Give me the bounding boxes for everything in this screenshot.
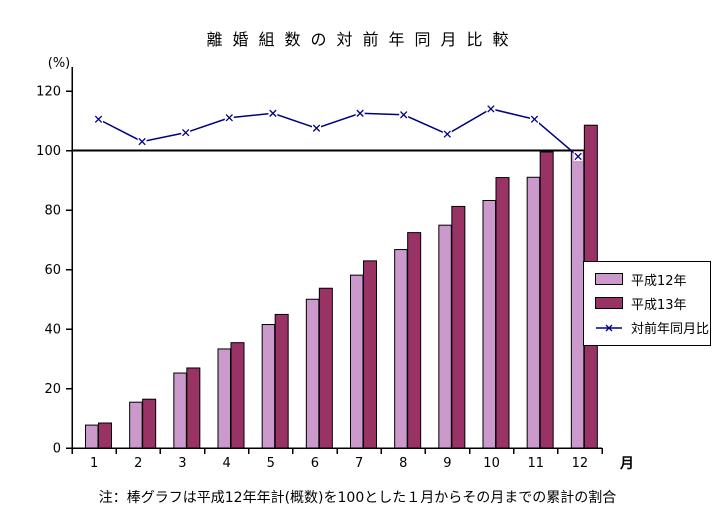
x-tick-label: 7 xyxy=(355,456,363,471)
bar-平成12年-month-8 xyxy=(394,249,408,449)
bar-平成12年-month-4 xyxy=(217,348,231,449)
legend: 平成12年 平成13年 対前年同月比 xyxy=(583,261,711,346)
ratio-marker-x-month-6 xyxy=(312,124,321,132)
bar-平成12年-month-3 xyxy=(173,372,187,449)
x-tick-label: 3 xyxy=(178,456,186,471)
x-tick-label: 8 xyxy=(399,456,407,471)
x-tick-label: 4 xyxy=(222,456,230,471)
bar-平成13年-month-2 xyxy=(142,398,157,449)
bar-平成12年-month-12 xyxy=(570,150,585,449)
x-tick-label: 6 xyxy=(311,456,319,471)
x-tick-label: 12 xyxy=(572,456,589,471)
bar-平成13年-month-7 xyxy=(363,260,377,449)
legend-label-heisei12: 平成12年 xyxy=(631,273,687,289)
ratio-marker-x-month-1 xyxy=(94,115,103,123)
legend-item-ratio: 対前年同月比 xyxy=(595,318,710,338)
bar-平成12年-month-9 xyxy=(438,224,452,449)
bar-平成13年-month-5 xyxy=(274,313,289,449)
bar-平成13年-month-9 xyxy=(451,205,466,449)
chart-title: 離婚組数の対前年同月比較 xyxy=(206,30,519,49)
legend-line-marker-icon xyxy=(596,324,622,332)
legend-item-heisei12: 平成12年 xyxy=(595,270,708,289)
x-tick-label: 9 xyxy=(443,456,451,471)
ratio-marker-x-month-2 xyxy=(138,137,146,146)
y-tick-label: 20 xyxy=(44,382,61,397)
bar-平成13年-month-3 xyxy=(186,367,201,449)
y-tick-label: 0 xyxy=(53,442,61,457)
bar-平成13年-month-6 xyxy=(318,287,333,449)
x-tick-label: 2 xyxy=(134,456,142,471)
legend-swatch-heisei12-icon xyxy=(595,273,623,286)
ratio-marker-x-month-12 xyxy=(574,152,582,161)
bar-平成13年-month-4 xyxy=(230,342,245,449)
ratio-marker-x-month-3 xyxy=(182,128,190,137)
bar-平成12年-month-7 xyxy=(350,274,364,449)
x-tick-label: 10 xyxy=(483,456,500,471)
bar-平成12年-month-1 xyxy=(85,424,99,449)
ratio-marker-x-month-11 xyxy=(530,115,539,123)
y-tick-label: 120 xyxy=(36,85,61,100)
legend-swatch-heisei13-icon xyxy=(595,297,623,310)
y-tick-label: 40 xyxy=(44,323,61,338)
y-tick-label: 80 xyxy=(44,204,61,219)
legend-item-heisei13: 平成13年 xyxy=(595,294,708,313)
ratio-marker-x-month-5 xyxy=(269,109,277,117)
bar-平成13年-month-8 xyxy=(407,232,422,449)
legend-label-ratio: 対前年同月比 xyxy=(631,322,710,338)
ratio-marker-x-month-7 xyxy=(356,109,364,117)
ratio-marker-x-month-10 xyxy=(487,105,495,113)
x-axis-unit-label: 月 xyxy=(620,456,634,472)
chart-footnote: 注：棒グラフは平成12年年計(概数)を100とした１月からその月までの累計の割合 xyxy=(98,490,617,506)
y-tick-label: 60 xyxy=(44,263,61,278)
x-tick-label: 1 xyxy=(90,456,98,471)
ratio-marker-x-month-4 xyxy=(225,114,233,122)
bar-平成12年-month-10 xyxy=(482,199,496,449)
bar-平成13年-month-1 xyxy=(98,422,112,449)
legend-label-heisei13: 平成13年 xyxy=(631,297,687,313)
x-tick-label: 11 xyxy=(527,456,544,471)
bar-平成12年-month-11 xyxy=(526,176,541,449)
bar-平成13年-month-10 xyxy=(495,177,510,449)
bar-平成12年-month-6 xyxy=(305,298,320,449)
y-axis-unit-label: (%) xyxy=(47,56,71,71)
y-tick-label: 100 xyxy=(36,144,61,159)
bar-平成13年-month-11 xyxy=(539,151,554,449)
x-tick-label: 5 xyxy=(267,456,275,471)
ratio-marker-x-month-9 xyxy=(443,130,451,138)
ratio-marker-x-month-8 xyxy=(400,111,408,119)
ratio-line xyxy=(98,108,579,158)
bar-平成12年-month-2 xyxy=(129,401,143,449)
bar-平成12年-month-5 xyxy=(261,324,276,449)
